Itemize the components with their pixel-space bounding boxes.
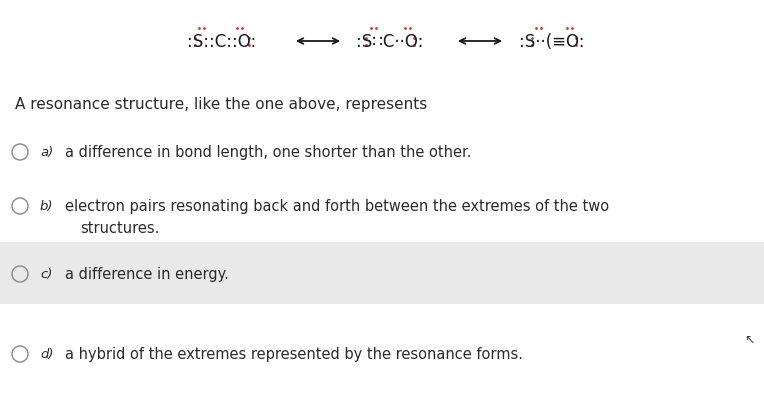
Text: structures.: structures. xyxy=(80,221,160,236)
Text: a difference in energy.: a difference in energy. xyxy=(65,267,229,282)
Text: a difference in bond length, one shorter than the other.: a difference in bond length, one shorter… xyxy=(65,145,471,160)
Text: c): c) xyxy=(40,268,53,281)
Text: electron pairs resonating back and forth between the extremes of the two: electron pairs resonating back and forth… xyxy=(65,199,609,214)
Text: A resonance structure, like the one above, represents: A resonance structure, like the one abov… xyxy=(15,97,427,112)
Text: :S::C::O:: :S::C::O: xyxy=(187,33,257,51)
Text: a hybrid of the extremes represented by the resonance forms.: a hybrid of the extremes represented by … xyxy=(65,346,523,362)
Text: b): b) xyxy=(40,200,53,213)
Text: :S∷C··O:: :S∷C··O: xyxy=(356,33,424,51)
Bar xyxy=(0,242,764,304)
Text: ↖: ↖ xyxy=(745,333,756,346)
Text: d): d) xyxy=(40,348,53,360)
Text: a): a) xyxy=(40,146,53,159)
Text: :S··(≡O:: :S··(≡O: xyxy=(520,33,584,51)
